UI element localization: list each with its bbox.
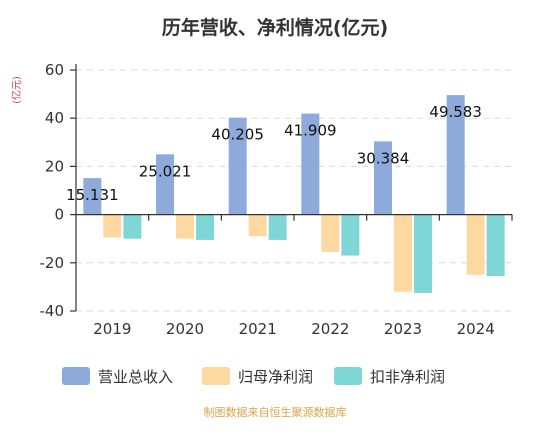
axes: 60 40 20 0 -20 -40 2019 2020 2021 2022 2023 2024 (40, 61, 513, 338)
bar-revenue (301, 113, 320, 215)
bar-deducted-profit (268, 214, 287, 240)
x-tick-label: 2024 (457, 320, 495, 338)
x-tick-label: 2019 (93, 320, 131, 338)
bar-deducted-profit (196, 214, 214, 240)
bar-net-profit (466, 214, 485, 275)
data-label: 15.131 (66, 186, 119, 204)
bar-deducted-profit (486, 214, 505, 277)
bar-revenue (83, 178, 102, 215)
bar-revenue (156, 154, 174, 215)
bar-net-profit (176, 214, 194, 239)
bar-deducted-profit (414, 214, 432, 293)
x-tick-label: 2022 (311, 320, 349, 338)
bar-net-profit (321, 214, 340, 252)
bar-net-profit (248, 214, 267, 237)
bars (83, 95, 505, 293)
y-tick-label: 60 (45, 61, 64, 79)
data-label: 25.021 (139, 162, 192, 180)
y-tick-label: -20 (40, 254, 65, 272)
legend-swatch (334, 367, 362, 385)
grid-lines (76, 69, 512, 312)
x-tick-label: 2023 (384, 320, 422, 338)
y-axis-unit-label: (亿元) (10, 76, 23, 104)
legend-swatch (202, 367, 230, 385)
y-tick-label: -40 (40, 302, 65, 320)
legend-swatch (62, 367, 90, 385)
y-tick-label: 20 (45, 157, 64, 175)
y-tick-label: 0 (54, 206, 64, 224)
bar-deducted-profit (341, 214, 360, 256)
x-tick-label: 2021 (239, 320, 277, 338)
bar-revenue (228, 117, 247, 215)
bar-revenue (446, 95, 465, 215)
bar-revenue (374, 141, 392, 215)
legend-label: 扣非净利润 (370, 368, 445, 386)
data-source-note: 制图数据来自恒生聚源数据库 (204, 405, 347, 419)
legend-label: 归母净利润 (238, 368, 313, 386)
y-tick-label: 40 (45, 109, 64, 127)
legend: 营业总收入 归母净利润 扣非净利润 (62, 367, 445, 386)
data-label: 41.909 (284, 122, 337, 140)
data-label: 49.583 (429, 103, 482, 121)
data-labels: 15.131 25.021 40.205 41.909 30.384 49.583 (66, 103, 482, 204)
data-label: 30.384 (357, 149, 410, 167)
x-tick-label: 2020 (166, 320, 204, 338)
bar-deducted-profit (123, 214, 142, 239)
data-label: 40.205 (211, 126, 264, 144)
chart-title: 历年营收、净利情况(亿元) (162, 16, 388, 39)
bar-net-profit (103, 214, 122, 238)
bar-net-profit (394, 214, 412, 292)
legend-label: 营业总收入 (98, 368, 173, 386)
